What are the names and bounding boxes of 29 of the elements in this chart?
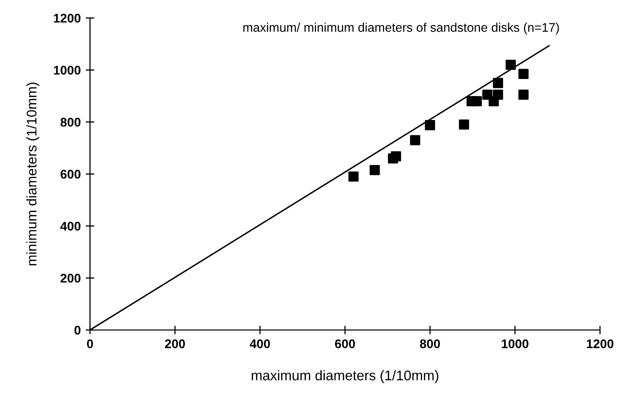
y-tick-label: 0 [74,326,80,335]
y-tick-label: 200 [60,274,80,283]
x-tick-label: 1200 [586,339,614,348]
y-tick-label: 1200 [54,14,80,23]
point [492,90,504,100]
point [390,151,402,162]
point [348,172,359,182]
x-tick-label: 1000 [502,339,528,348]
x-tick-label: 0 [87,339,93,348]
point [424,120,436,130]
x-tick-label: 600 [335,339,355,348]
point [458,120,470,130]
x-tick-label: 200 [165,339,185,348]
point [410,135,420,146]
point [370,165,380,176]
point [492,78,504,88]
y-tick-label: 1000 [54,66,80,75]
x-axis-title: maximum diameters (1/10mm) [252,370,438,384]
point [518,90,529,100]
y-tick-label: 800 [60,118,80,127]
point [518,68,529,79]
x-tick-label: 400 [250,339,270,348]
y-axis-title: minimum diameters (1/10mm) [26,82,40,266]
point [506,60,516,70]
chart-title: maximum/ minimum diameters of sandstone disks (n=17) [243,22,559,34]
x-tick-label: 800 [420,339,440,348]
y-tick-label: 600 [60,170,80,179]
y-tick-label: 400 [60,222,80,231]
point [472,96,482,106]
